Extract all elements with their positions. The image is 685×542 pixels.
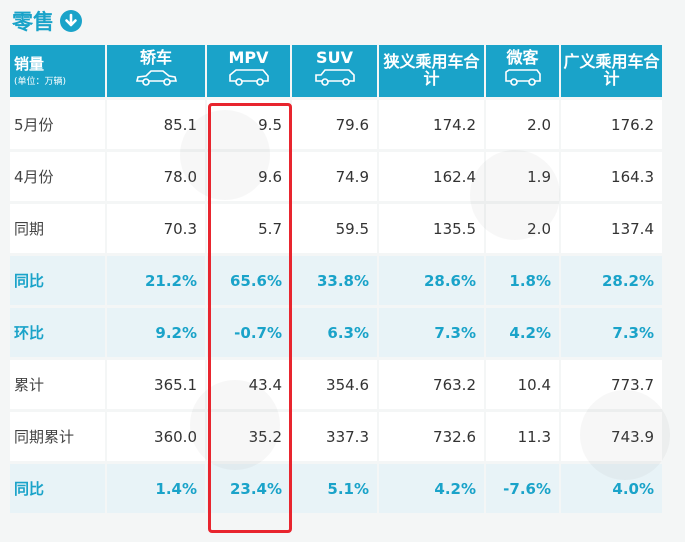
cell-narrow-total: 732.6 <box>377 412 484 461</box>
cell-minivan: 11.3 <box>484 412 559 461</box>
cell-mpv: -0.7% <box>205 308 290 357</box>
table-row-ratio: 同比 1.4% 23.4% 5.1% 4.2% -7.6% 4.0% <box>10 464 662 513</box>
row-label: 4月份 <box>10 152 105 201</box>
table-row: 同期 70.3 5.7 59.5 135.5 2.0 137.4 <box>10 204 662 253</box>
cell-sedan: 365.1 <box>105 360 205 409</box>
cell-minivan: 2.0 <box>484 100 559 149</box>
row-label-header: 销量 (单位：万辆) <box>10 45 105 97</box>
row-label: 同期累计 <box>10 412 105 461</box>
arrow-down-circle-icon[interactable] <box>60 10 82 32</box>
cell-suv: 33.8% <box>290 256 377 305</box>
row-label: 5月份 <box>10 100 105 149</box>
cell-mpv: 65.6% <box>205 256 290 305</box>
cell-minivan: 4.2% <box>484 308 559 357</box>
table-row-ratio: 环比 9.2% -0.7% 6.3% 7.3% 4.2% 7.3% <box>10 308 662 357</box>
cell-minivan: 2.0 <box>484 204 559 253</box>
cell-sedan: 1.4% <box>105 464 205 513</box>
table-row: 累计 365.1 43.4 354.6 763.2 10.4 773.7 <box>10 360 662 409</box>
cell-sedan: 70.3 <box>105 204 205 253</box>
col-header-sedan: 轿车 <box>105 45 205 97</box>
col-header-label: 轿车 <box>139 48 172 67</box>
section-title-text: 零售 <box>12 10 54 34</box>
cell-suv: 79.6 <box>290 100 377 149</box>
retail-sales-table: 销量 (单位：万辆) 轿车 MPV SUV <box>10 42 662 516</box>
minivan-car-icon <box>486 68 559 90</box>
cell-broad-total: 176.2 <box>559 100 662 149</box>
row-label: 累计 <box>10 360 105 409</box>
col-header-label: 狭义乘用车合计 <box>383 52 480 88</box>
cell-narrow-total: 28.6% <box>377 256 484 305</box>
cell-broad-total: 28.2% <box>559 256 662 305</box>
cell-broad-total: 743.9 <box>559 412 662 461</box>
row-label: 环比 <box>10 308 105 357</box>
cell-mpv: 5.7 <box>205 204 290 253</box>
cell-mpv: 9.5 <box>205 100 290 149</box>
cell-suv: 59.5 <box>290 204 377 253</box>
cell-minivan: 1.8% <box>484 256 559 305</box>
cell-broad-total: 7.3% <box>559 308 662 357</box>
unit-label: (单位：万辆) <box>14 77 67 87</box>
cell-narrow-total: 7.3% <box>377 308 484 357</box>
cell-minivan: 10.4 <box>484 360 559 409</box>
cell-suv: 74.9 <box>290 152 377 201</box>
cell-broad-total: 164.3 <box>559 152 662 201</box>
row-label: 同比 <box>10 464 105 513</box>
mpv-car-icon <box>207 68 290 90</box>
cell-suv: 6.3% <box>290 308 377 357</box>
cell-mpv: 43.4 <box>205 360 290 409</box>
cell-sedan: 9.2% <box>105 308 205 357</box>
cell-sedan: 360.0 <box>105 412 205 461</box>
row-label-title: 销量 <box>14 55 45 73</box>
table-row: 同期累计 360.0 35.2 337.3 732.6 11.3 743.9 <box>10 412 662 461</box>
cell-narrow-total: 162.4 <box>377 152 484 201</box>
suv-car-icon <box>292 68 377 90</box>
cell-mpv: 9.6 <box>205 152 290 201</box>
col-header-label: SUV <box>316 48 353 67</box>
table-row-ratio: 同比 21.2% 65.6% 33.8% 28.6% 1.8% 28.2% <box>10 256 662 305</box>
cell-minivan: 1.9 <box>484 152 559 201</box>
section-title: 零售 <box>12 6 82 36</box>
header-row: 销量 (单位：万辆) 轿车 MPV SUV <box>10 45 662 97</box>
col-header-mpv: MPV <box>205 45 290 97</box>
cell-mpv: 23.4% <box>205 464 290 513</box>
col-header-label: 广义乘用车合计 <box>563 52 660 88</box>
col-header-suv: SUV <box>290 45 377 97</box>
cell-narrow-total: 174.2 <box>377 100 484 149</box>
cell-narrow-total: 763.2 <box>377 360 484 409</box>
col-header-broad-total: 广义乘用车合计 <box>559 45 662 97</box>
sedan-car-icon <box>107 68 205 90</box>
cell-sedan: 21.2% <box>105 256 205 305</box>
cell-narrow-total: 135.5 <box>377 204 484 253</box>
cell-mpv: 35.2 <box>205 412 290 461</box>
cell-broad-total: 4.0% <box>559 464 662 513</box>
cell-sedan: 85.1 <box>105 100 205 149</box>
cell-sedan: 78.0 <box>105 152 205 201</box>
col-header-label: MPV <box>228 48 269 67</box>
cell-suv: 337.3 <box>290 412 377 461</box>
cell-narrow-total: 4.2% <box>377 464 484 513</box>
row-label: 同期 <box>10 204 105 253</box>
row-label: 同比 <box>10 256 105 305</box>
table-row: 5月份 85.1 9.5 79.6 174.2 2.0 176.2 <box>10 100 662 149</box>
cell-broad-total: 137.4 <box>559 204 662 253</box>
col-header-minivan: 微客 <box>484 45 559 97</box>
cell-minivan: -7.6% <box>484 464 559 513</box>
col-header-narrow-total: 狭义乘用车合计 <box>377 45 484 97</box>
table-row: 4月份 78.0 9.6 74.9 162.4 1.9 164.3 <box>10 152 662 201</box>
cell-suv: 5.1% <box>290 464 377 513</box>
col-header-label: 微客 <box>506 48 539 67</box>
cell-suv: 354.6 <box>290 360 377 409</box>
cell-broad-total: 773.7 <box>559 360 662 409</box>
